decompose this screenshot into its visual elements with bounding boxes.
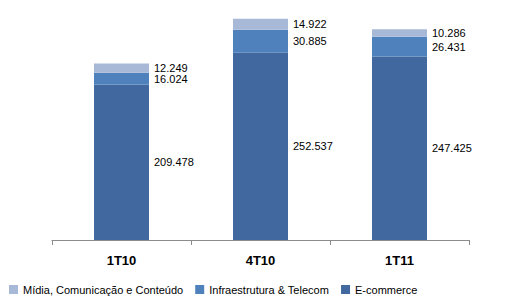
svg-text:E-commerce: E-commerce bbox=[355, 284, 417, 296]
svg-text:26.431: 26.431 bbox=[432, 41, 466, 53]
svg-text:Infraestrutura & Telecom: Infraestrutura & Telecom bbox=[209, 284, 329, 296]
svg-text:209.478: 209.478 bbox=[154, 156, 194, 168]
svg-text:30.885: 30.885 bbox=[293, 35, 327, 47]
svg-text:1T10: 1T10 bbox=[107, 253, 137, 268]
svg-text:252.537: 252.537 bbox=[293, 140, 333, 152]
svg-text:12.249: 12.249 bbox=[154, 62, 188, 74]
svg-text:16.024: 16.024 bbox=[154, 73, 188, 85]
svg-text:1T11: 1T11 bbox=[385, 253, 414, 268]
svg-text:Mídia, Comunicação e Conteúdo: Mídia, Comunicação e Conteúdo bbox=[23, 284, 183, 296]
svg-text:4T10: 4T10 bbox=[246, 253, 276, 268]
svg-text:14.922: 14.922 bbox=[293, 18, 327, 30]
svg-text:10.286: 10.286 bbox=[432, 27, 466, 39]
svg-text:247.425: 247.425 bbox=[432, 142, 472, 154]
